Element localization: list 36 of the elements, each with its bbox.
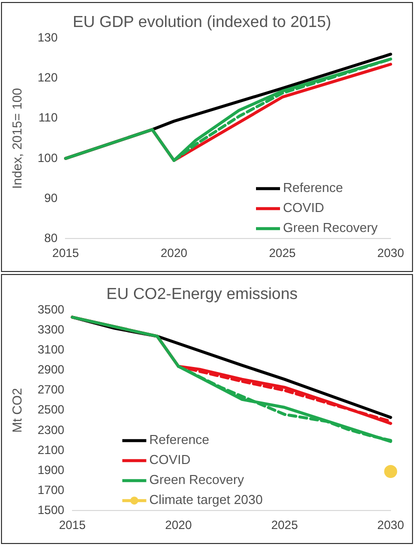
y-tick-label: 100 — [38, 150, 58, 165]
y-axis-title: Index, 2015= 100 — [9, 88, 24, 189]
y-tick-label: 1900 — [38, 462, 65, 477]
y-tick-label: 2500 — [38, 402, 65, 417]
chart-title: EU GDP evolution (indexed to 2015) — [72, 14, 332, 32]
x-tick-label: 2025 — [271, 518, 298, 532]
y-axis-title: Mt CO2 — [9, 388, 24, 433]
y-tick-label: 110 — [38, 110, 58, 125]
y-tick-label: 3500 — [38, 302, 65, 317]
legend-label: COVID — [149, 452, 190, 468]
x-tick-label: 2015 — [52, 246, 80, 260]
legend-label: Climate target 2030 — [149, 492, 263, 508]
y-tick-label: 1500 — [38, 502, 65, 517]
x-tick-label: 2020 — [165, 518, 192, 532]
y-tick-label: 3300 — [38, 322, 65, 337]
y-tick-label: 2100 — [38, 442, 65, 457]
x-tick-label: 2015 — [58, 518, 86, 532]
y-tick-label: 3100 — [38, 342, 65, 357]
y-tick-label: 2300 — [38, 422, 65, 437]
y-tick-label: 2700 — [38, 382, 65, 397]
y-tick-label: 90 — [44, 190, 58, 205]
y-tick-label: 2900 — [38, 362, 65, 377]
y-tick-label: 120 — [38, 70, 58, 85]
legend-label: Green Recovery — [283, 220, 378, 236]
legend-label: Green Recovery — [149, 472, 244, 488]
y-tick-label: 80 — [44, 230, 58, 245]
legend-label: Reference — [149, 432, 210, 448]
chart-title: EU CO2-Energy emissions — [106, 286, 298, 304]
legend-label: Reference — [283, 180, 343, 196]
x-tick-label: 2030 — [377, 518, 404, 532]
y-tick-label: 130 — [38, 30, 58, 45]
x-tick-label: 2030 — [377, 246, 404, 260]
x-tick-label: 2020 — [160, 246, 188, 260]
y-tick-label: 1700 — [38, 482, 65, 497]
x-tick-label: 2025 — [268, 246, 296, 260]
legend-label: COVID — [283, 200, 324, 216]
